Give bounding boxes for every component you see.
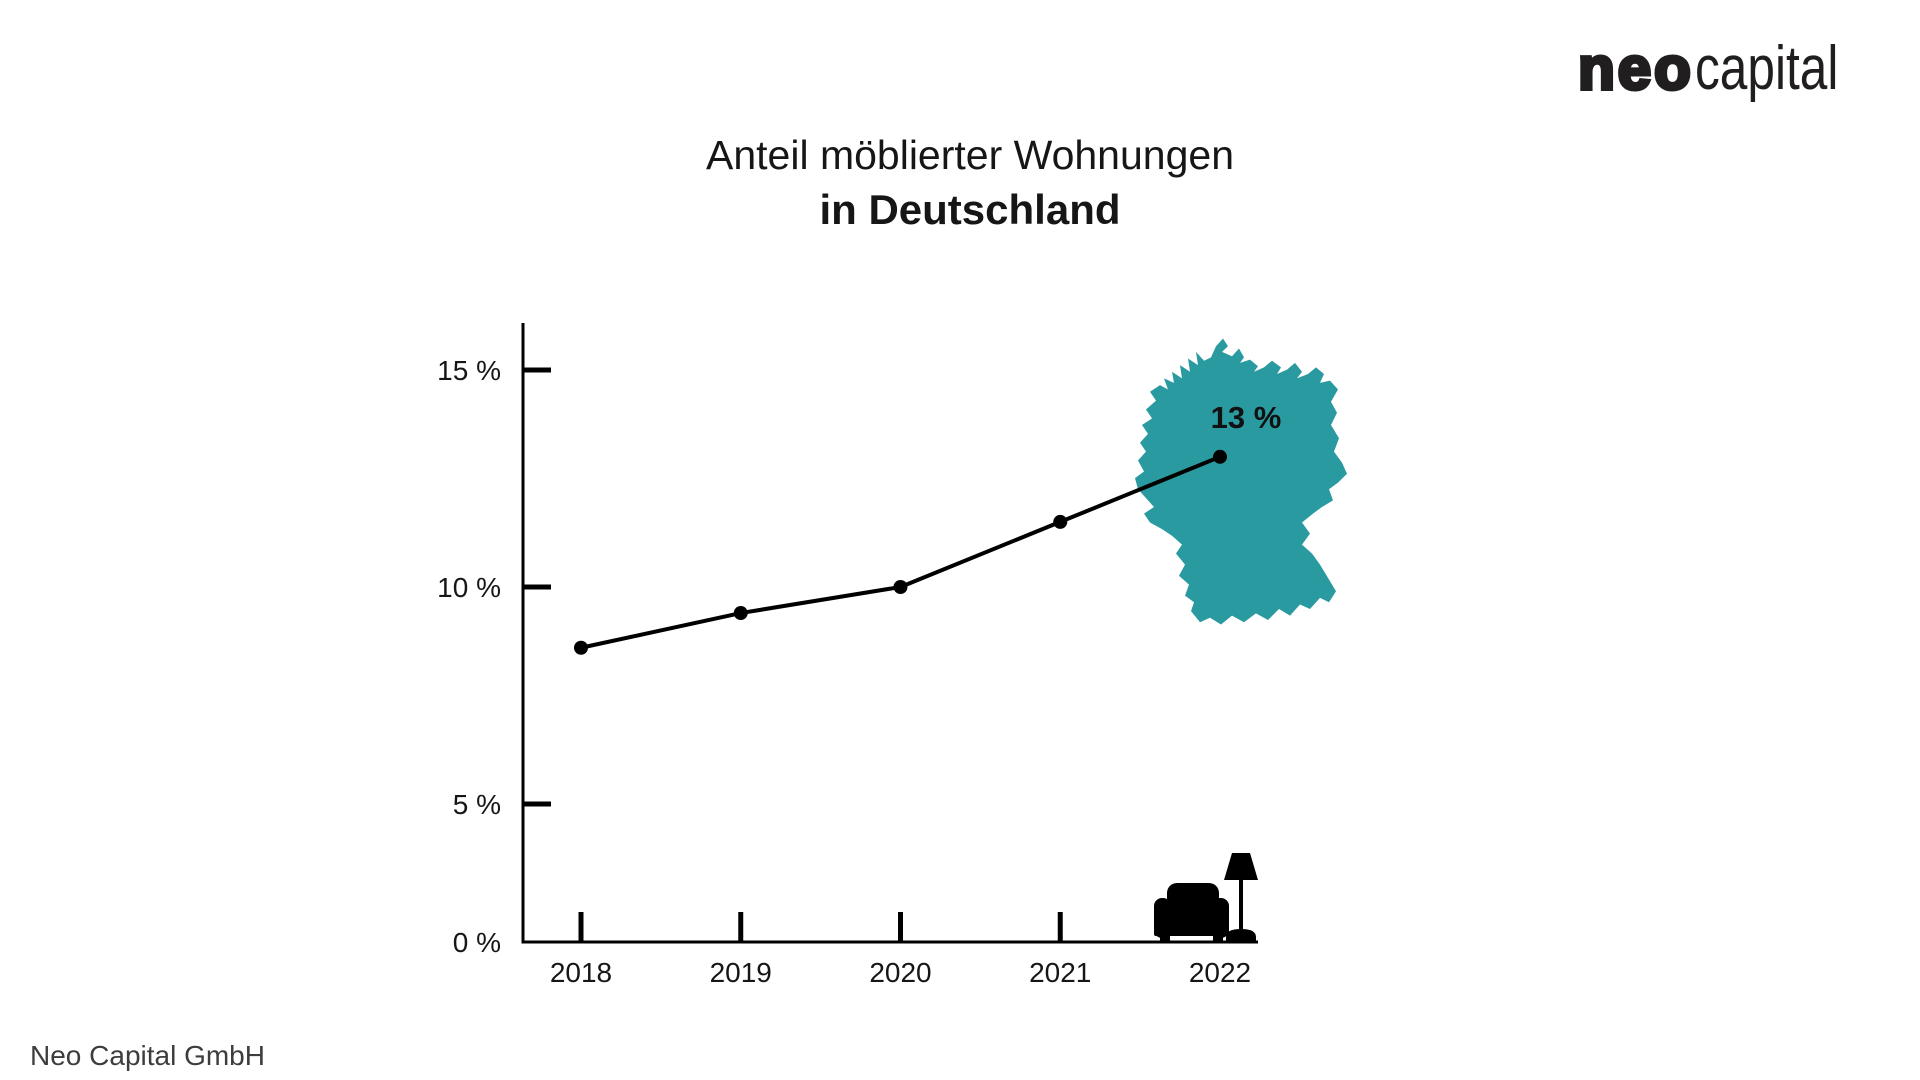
- logo-wordmark-neo: neo: [1576, 35, 1694, 102]
- x-tick-label: 2019: [710, 957, 772, 988]
- data-point: [1213, 449, 1227, 464]
- x-tick-label: 2021: [1029, 957, 1091, 988]
- germany-outline: [1135, 338, 1347, 625]
- y-tick-label: 15 %: [437, 355, 501, 386]
- armchair-icon: [1154, 883, 1229, 942]
- x-tick-label: 2022: [1189, 957, 1251, 988]
- data-point: [733, 606, 748, 621]
- y-tick-label: 0 %: [453, 927, 501, 958]
- x-tick-label: 2018: [550, 957, 612, 988]
- x-tick-label: 2020: [869, 957, 931, 988]
- data-point: [1053, 514, 1068, 529]
- y-tick-label: 10 %: [437, 572, 501, 603]
- logo-wordmark-capital: capital: [1694, 34, 1839, 103]
- neocapital-logo: neo capital: [1576, 34, 1874, 103]
- chart-title-line1: Anteil möblierter Wohnungen: [706, 132, 1234, 178]
- floor-lamp-icon: [1224, 853, 1258, 941]
- value-callout: 13 %: [1210, 400, 1282, 435]
- y-tick-label: 5 %: [453, 789, 501, 820]
- chart-title: Anteil möblierter Wohnungen in Deutschla…: [460, 128, 1480, 238]
- data-point: [893, 580, 908, 594]
- chart-title-line2: in Deutschland: [819, 186, 1121, 234]
- germany-map: [1135, 338, 1347, 625]
- source-text: Neo Capital GmbH: [30, 1040, 265, 1071]
- data-point: [574, 640, 588, 655]
